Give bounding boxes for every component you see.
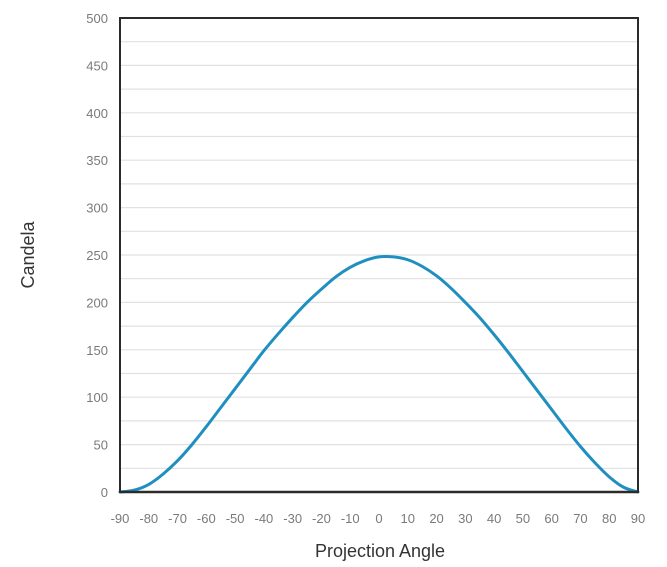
x-tick-label: 50 xyxy=(516,511,530,526)
y-tick-label: 450 xyxy=(86,58,108,73)
x-tick-label: 0 xyxy=(375,511,382,526)
y-tick-label: 200 xyxy=(86,295,108,310)
x-tick-label: -50 xyxy=(226,511,245,526)
grid-lines xyxy=(120,41,638,469)
x-axis-title: Projection Angle xyxy=(315,541,445,561)
y-axis-title: Candela xyxy=(18,220,38,288)
x-tick-label: -10 xyxy=(341,511,360,526)
y-tick-label: 400 xyxy=(86,106,108,121)
y-tick-label: 50 xyxy=(94,438,108,453)
x-tick-label: 90 xyxy=(631,511,645,526)
x-tick-label: -40 xyxy=(254,511,273,526)
x-tick-label: 10 xyxy=(401,511,415,526)
y-tick-label: 350 xyxy=(86,153,108,168)
x-tick-label: -20 xyxy=(312,511,331,526)
y-tick-label: 0 xyxy=(101,485,108,500)
x-tick-label: -70 xyxy=(168,511,187,526)
series-line xyxy=(118,254,640,494)
y-tick-label: 150 xyxy=(86,343,108,358)
x-tick-label: -60 xyxy=(197,511,216,526)
y-tick-label: 250 xyxy=(86,248,108,263)
x-tick-label: 30 xyxy=(458,511,472,526)
x-tick-label: 70 xyxy=(573,511,587,526)
x-tick-label: 60 xyxy=(544,511,558,526)
x-tick-label: -90 xyxy=(111,511,130,526)
x-tick-label: 20 xyxy=(429,511,443,526)
x-tick-label: 40 xyxy=(487,511,501,526)
y-tick-label: 100 xyxy=(86,390,108,405)
x-tick-labels: -90 -80 -70 -60 -50 -40 -30 -20 -10 0 10 20 30 40 50 60… xyxy=(111,511,646,526)
y-tick-labels: 0 50 100 150 200 250 300 350 400 450 500 xyxy=(86,11,108,500)
series-lines xyxy=(118,254,640,494)
y-tick-label: 500 xyxy=(86,11,108,26)
y-tick-label: 300 xyxy=(86,201,108,216)
x-tick-label: -30 xyxy=(283,511,302,526)
x-tick-label: 80 xyxy=(602,511,616,526)
x-tick-label: -80 xyxy=(139,511,158,526)
